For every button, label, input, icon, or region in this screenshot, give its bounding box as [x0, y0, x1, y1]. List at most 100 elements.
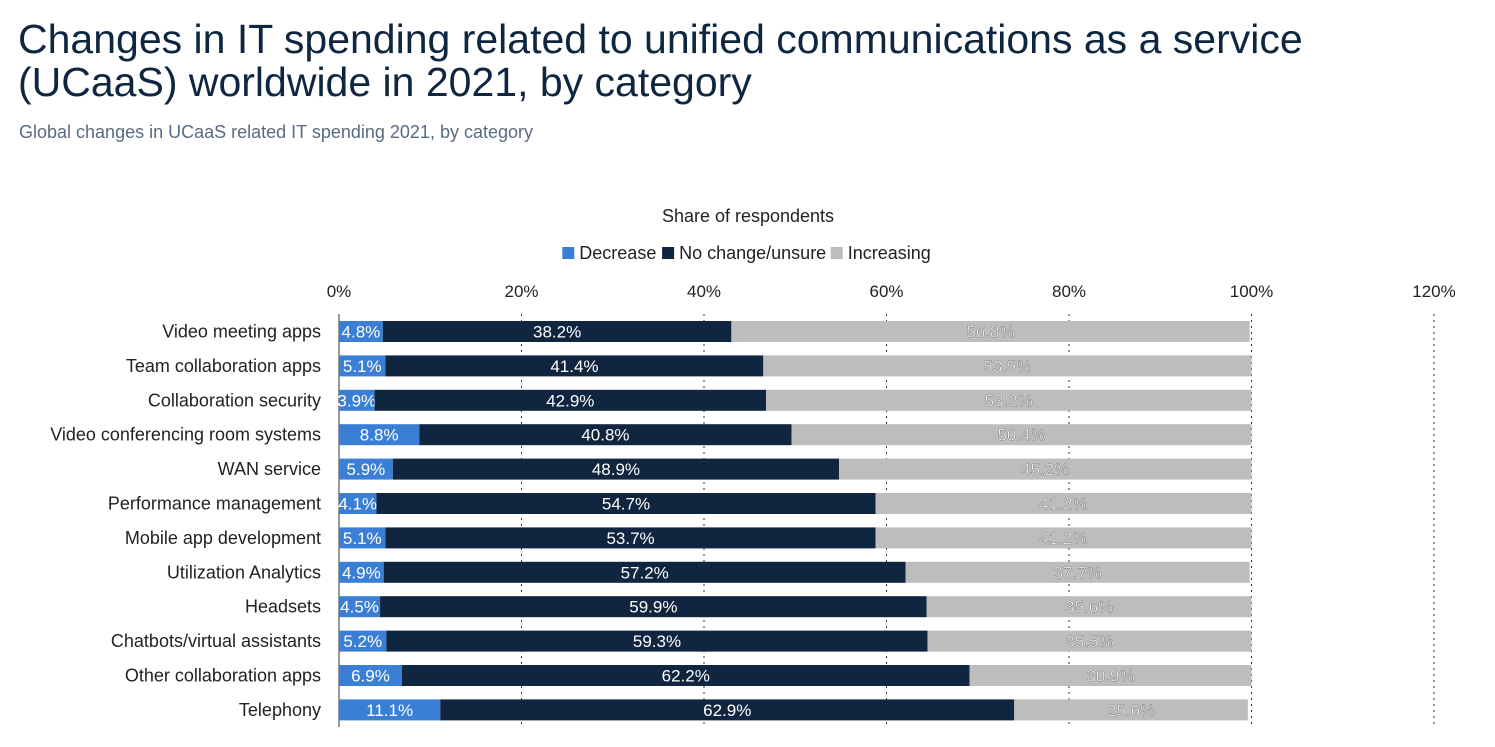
- bar-segment: [339, 665, 402, 686]
- bar-value-label: 35.5%: [1065, 632, 1113, 651]
- bar-value-label: 57.2%: [621, 563, 669, 582]
- category-label: Headsets: [245, 597, 321, 617]
- bar-value-label: 41.4%: [550, 357, 598, 376]
- bar-value-label: 3.9%: [337, 391, 376, 410]
- bar-value-label: 38.2%: [533, 323, 581, 342]
- bar-segment: [339, 561, 384, 583]
- legend-label: Increasing: [848, 243, 931, 263]
- bar-value-label: 62.9%: [703, 701, 751, 720]
- legend-swatch: [562, 247, 575, 259]
- bar-segment: [339, 355, 386, 377]
- x-tick-label: 80%: [1052, 282, 1086, 301]
- bar-value-label: 35.6%: [1065, 598, 1113, 617]
- bar-value-label: 6.9%: [351, 667, 390, 686]
- bar-value-label: 11.1%: [366, 701, 413, 720]
- x-tick-label: 0%: [327, 282, 352, 301]
- bar-segment: [969, 665, 1252, 686]
- axis-title: Share of respondents: [662, 206, 834, 226]
- bar-value-label: 53.2%: [985, 391, 1033, 410]
- category-label: Other collaboration apps: [125, 666, 321, 686]
- bar-value-label: 45.2%: [1021, 460, 1069, 479]
- category-label: Chatbots/virtual assistants: [111, 631, 321, 651]
- bar-segment: [339, 699, 441, 721]
- bar-value-label: 41.2%: [1039, 529, 1087, 548]
- bar-value-label: 56.8%: [966, 323, 1014, 342]
- bar-value-label: 41.2%: [1039, 495, 1087, 514]
- bar-segment: [339, 527, 386, 549]
- bar-segment: [385, 355, 764, 377]
- bar-value-label: 8.8%: [360, 426, 399, 445]
- bar-segment: [419, 424, 792, 446]
- bar-value-label: 54.7%: [602, 495, 650, 514]
- legend-label: No change/unsure: [679, 243, 826, 263]
- bar-segment: [386, 630, 928, 652]
- bar-value-label: 5.1%: [343, 529, 382, 548]
- category-label: Video meeting apps: [162, 322, 321, 342]
- bar-value-label: 4.9%: [342, 563, 381, 582]
- bar-segment: [763, 355, 1252, 377]
- bar-segment: [927, 630, 1252, 652]
- category-label: Collaboration security: [148, 390, 321, 410]
- x-tick-label: 20%: [504, 282, 538, 301]
- category-label: WAN service: [218, 459, 321, 479]
- bar-segment: [875, 527, 1252, 549]
- bar-segment: [339, 389, 375, 411]
- bar-segment: [339, 458, 393, 480]
- category-label: Performance management: [108, 494, 321, 514]
- bar-segment: [791, 424, 1252, 446]
- bar-segment: [839, 458, 1252, 480]
- bar-value-label: 53.7%: [606, 529, 654, 548]
- bar-segment: [339, 596, 381, 618]
- bar-value-label: 4.5%: [340, 598, 379, 617]
- legend-swatch: [662, 247, 675, 259]
- bar-segment: [766, 389, 1252, 411]
- category-label: Mobile app development: [125, 528, 321, 548]
- bar-segment: [440, 699, 1015, 721]
- bar-value-label: 62.2%: [662, 667, 710, 686]
- bar-segment: [382, 321, 732, 342]
- bar-segment: [374, 389, 767, 411]
- category-label: Video conferencing room systems: [50, 425, 321, 445]
- bar-value-label: 50.4%: [997, 426, 1045, 445]
- legend-swatch: [830, 247, 843, 259]
- bar-segment: [339, 321, 383, 342]
- category-label: Team collaboration apps: [126, 356, 321, 376]
- bar-value-label: 53.5%: [983, 357, 1031, 376]
- category-label: Telephony: [239, 700, 321, 720]
- bar-segment: [385, 527, 876, 549]
- bar-segment: [926, 596, 1252, 618]
- bar-segment: [339, 424, 420, 446]
- x-tick-label: 120%: [1412, 282, 1455, 301]
- bar-segment: [875, 493, 1252, 514]
- bar-value-label: 30.9%: [1086, 667, 1134, 686]
- bar-value-label: 37.7%: [1054, 563, 1102, 582]
- category-label: Utilization Analytics: [167, 562, 321, 582]
- bar-value-label: 59.3%: [633, 632, 681, 651]
- chart-title: Changes in IT spending related to unifie…: [18, 16, 1303, 105]
- bar-segment: [1014, 699, 1248, 721]
- x-tick-label: 40%: [687, 282, 721, 301]
- bar-value-label: 40.8%: [581, 426, 629, 445]
- chart-subtitle: Global changes in UCaaS related IT spend…: [19, 122, 533, 142]
- bar-value-label: 5.2%: [343, 632, 382, 651]
- bar-segment: [380, 596, 927, 618]
- bar-value-label: 5.1%: [343, 357, 382, 376]
- bar-value-label: 4.8%: [342, 323, 381, 342]
- bar-segment: [392, 458, 840, 480]
- bar-value-label: 4.1%: [338, 495, 377, 514]
- bar-value-label: 42.9%: [546, 391, 594, 410]
- bar-segment: [339, 493, 377, 514]
- bar-value-label: 48.9%: [592, 460, 640, 479]
- bar-value-label: 59.9%: [629, 598, 677, 617]
- bar-segment: [376, 493, 876, 514]
- bar-segment: [905, 561, 1250, 583]
- bar-value-label: 25.6%: [1107, 701, 1155, 720]
- bar-segment: [339, 630, 387, 652]
- legend-label: Decrease: [579, 243, 656, 263]
- x-tick-label: 100%: [1230, 282, 1273, 301]
- bar-value-label: 5.9%: [347, 460, 386, 479]
- bar-segment: [731, 321, 1250, 342]
- bar-segment: [383, 561, 906, 583]
